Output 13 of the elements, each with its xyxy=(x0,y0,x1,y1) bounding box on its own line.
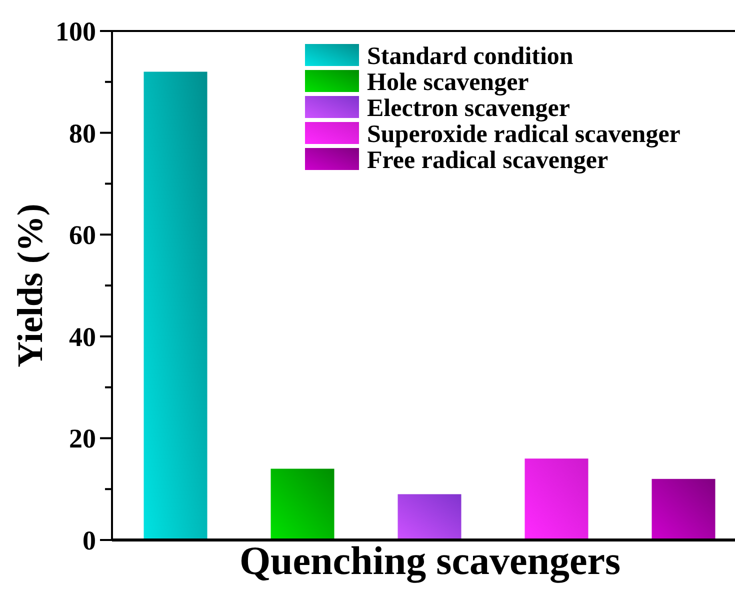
y-tick-label: 40 xyxy=(69,322,96,352)
legend-label: Standard condition xyxy=(367,42,574,70)
legend-label: Free radical scavenger xyxy=(367,146,608,174)
y-tick-label: 0 xyxy=(82,525,96,556)
y-tick-label: 100 xyxy=(56,16,96,46)
legend-label: Electron scavenger xyxy=(367,94,570,122)
y-tick-label: 80 xyxy=(69,118,96,148)
legend-label: Hole scavenger xyxy=(367,68,529,96)
y-tick-label: 60 xyxy=(69,220,96,250)
y-tick-label: 20 xyxy=(69,424,96,454)
y-axis-title: Yields (%) xyxy=(10,204,50,368)
x-axis-title: Quenching scavengers xyxy=(239,538,621,583)
legend-label: Superoxide radical scavenger xyxy=(367,120,680,148)
